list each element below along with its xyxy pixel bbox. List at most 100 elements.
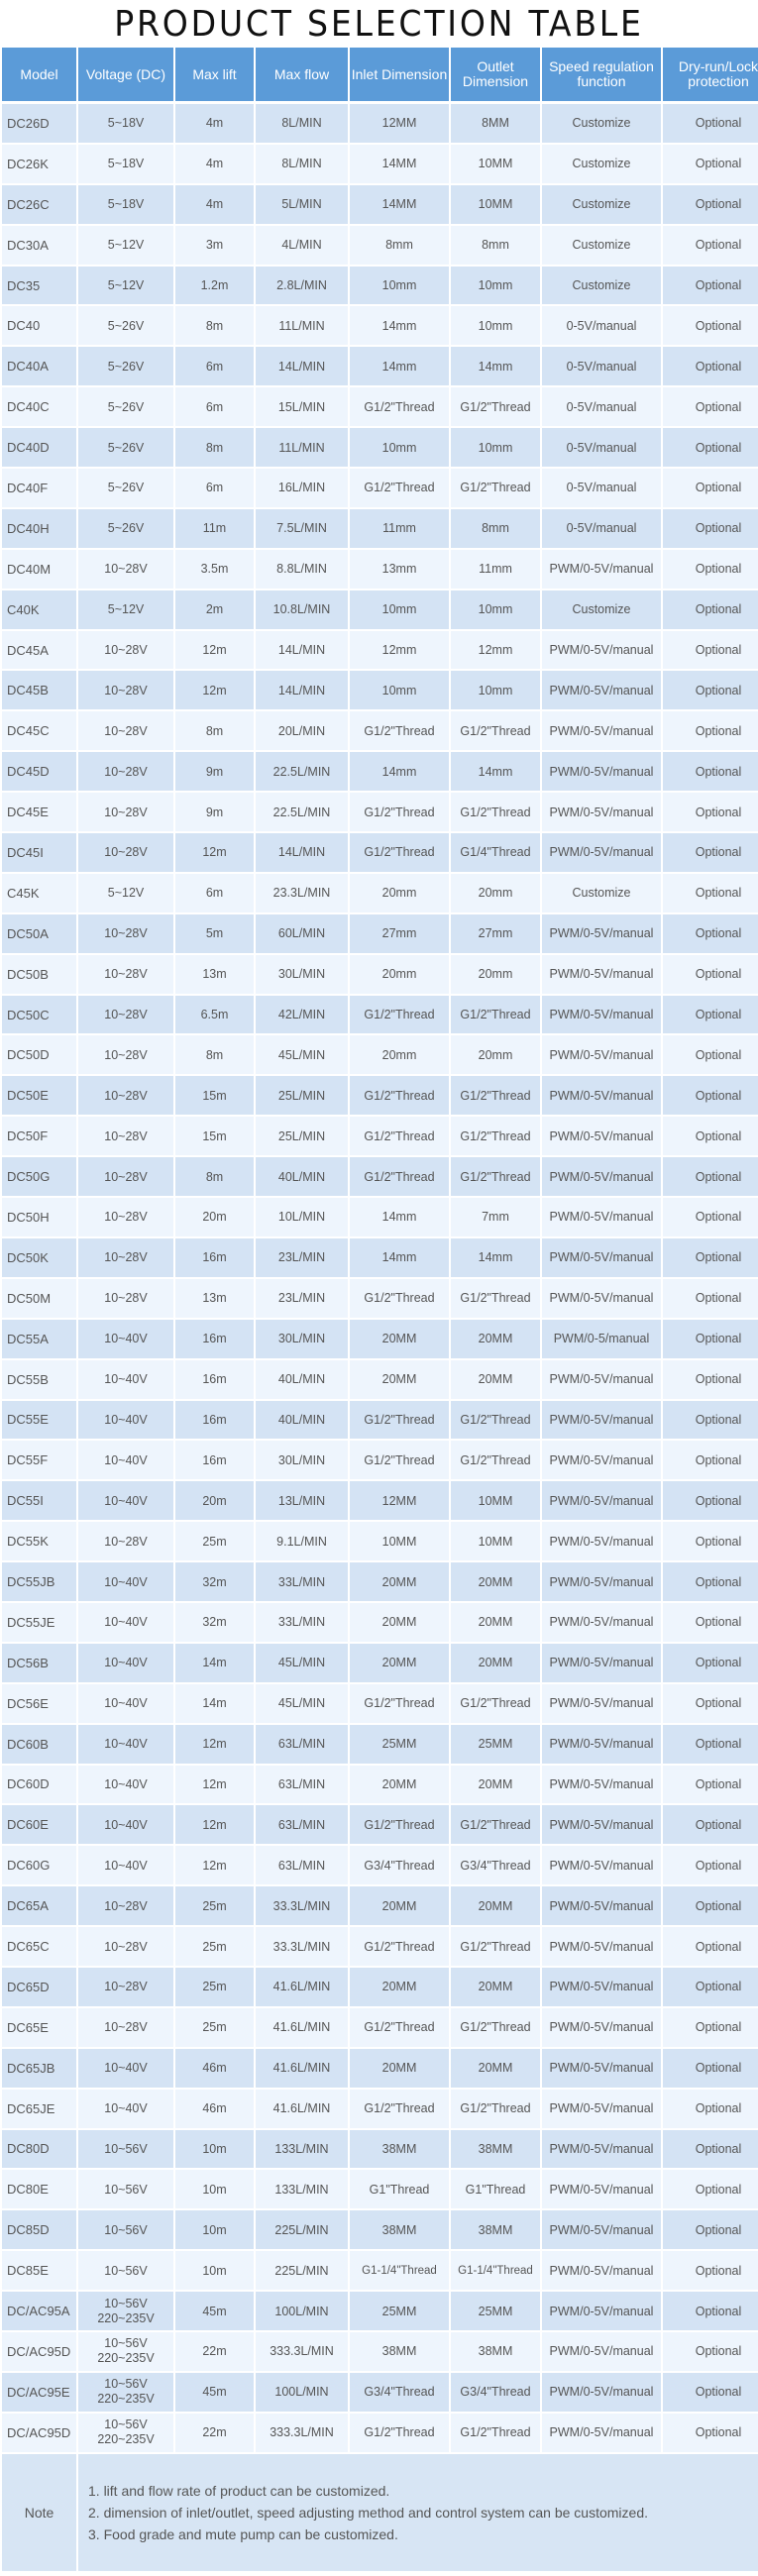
cell-inlet: 20MM (350, 1886, 449, 1928)
cell-protection: Optional (663, 1441, 758, 1482)
cell-protection: Optional (663, 387, 758, 429)
cell-protection: Optional (663, 630, 758, 672)
cell-voltage: 10~56V 220~235V (78, 2372, 173, 2414)
cell-speed-regulation: PWM/0-5V/manual (542, 1643, 661, 1684)
cell-model: DC45D (2, 752, 76, 794)
cell-max-lift: 45m (175, 2292, 254, 2332)
cell-protection: Optional (663, 306, 758, 348)
table-row: DC55F 10~40V 16m 30L/MIN G1/2"Thread G1/2"Thr… (2, 1441, 758, 1482)
cell-inlet: G1/2"Thread (350, 2007, 449, 2049)
cell-voltage: 5~26V (78, 306, 173, 348)
cell-voltage: 10~28V (78, 630, 173, 672)
cell-max-lift: 12m (175, 630, 254, 672)
cell-max-flow: 10.8L/MIN (256, 590, 348, 631)
table-row: DC/AC95E 10~56V 220~235V 45m 100L/MIN G3/4"T… (2, 2372, 758, 2414)
cell-inlet: G1/2"Thread (350, 1805, 449, 1847)
cell-outlet: 20MM (451, 2048, 540, 2090)
cell-model: DC50G (2, 1157, 76, 1199)
cell-speed-regulation: 0-5V/manual (542, 387, 661, 429)
cell-max-flow: 20L/MIN (256, 711, 348, 753)
cell-max-flow: 14L/MIN (256, 630, 348, 672)
cell-speed-regulation: PWM/0-5V/manual (542, 2129, 661, 2171)
cell-model: DC55JE (2, 1602, 76, 1644)
table-row: DC40D 5~26V 8m 11L/MIN 10mm 10mm 0-5V/manual Op… (2, 428, 758, 470)
cell-inlet: 20MM (350, 1562, 449, 1603)
cell-max-flow: 7.5L/MIN (256, 508, 348, 550)
cell-max-lift: 25m (175, 1927, 254, 1968)
table-row: DC40A 5~26V 6m 14L/MIN 14mm 14mm 0-5V/manual Op… (2, 347, 758, 388)
cell-protection: Optional (663, 1237, 758, 1279)
cell-model: DC50H (2, 1198, 76, 1238)
cell-voltage: 10~40V (78, 1846, 173, 1887)
cell-inlet: 20MM (350, 1602, 449, 1644)
cell-max-flow: 333.3L/MIN (256, 2331, 348, 2373)
cell-voltage: 10~28V (78, 1278, 173, 1320)
cell-max-lift: 45m (175, 2372, 254, 2414)
cell-voltage: 5~12V (78, 590, 173, 631)
cell-max-flow: 40L/MIN (256, 1359, 348, 1401)
note-line: 3. Food grade and mute pump can be custo… (88, 2525, 398, 2542)
cell-max-lift: 9m (175, 752, 254, 794)
cell-outlet: G1/2"Thread (451, 2413, 540, 2454)
cell-outlet: 10MM (451, 1481, 540, 1523)
table-row: DC65E 10~28V 25m 41.6L/MIN G1/2"Thread G1/2"T… (2, 2007, 758, 2049)
cell-speed-regulation: PWM/0-5V/manual (542, 913, 661, 955)
cell-max-flow: 33.3L/MIN (256, 1886, 348, 1928)
cell-voltage: 10~40V (78, 1481, 173, 1523)
table-row: DC50M 10~28V 13m 23L/MIN G1/2"Thread G1/2"Thr… (2, 1278, 758, 1320)
cell-voltage: 5~18V (78, 184, 173, 226)
cell-max-flow: 225L/MIN (256, 2210, 348, 2252)
cell-speed-regulation: PWM/0-5V/manual (542, 1441, 661, 1482)
cell-max-lift: 13m (175, 1278, 254, 1320)
cell-model: C45K (2, 873, 76, 914)
table-row: DC50B 10~28V 13m 30L/MIN 20mm 20mm PWM/0-5V/ma… (2, 954, 758, 996)
cell-speed-regulation: 0-5V/manual (542, 306, 661, 348)
cell-voltage: 5~12V (78, 266, 173, 307)
table-row: DC55JE 10~40V 32m 33L/MIN 20MM 20MM PWM/0-5V/m… (2, 1602, 758, 1644)
cell-speed-regulation: PWM/0-5V/manual (542, 1198, 661, 1238)
table-row: DC/AC95D 10~56V 220~235V 22m 333.3L/MIN G1/2… (2, 2413, 758, 2454)
cell-outlet: 8MM (451, 104, 540, 145)
cell-outlet: G1/2"Thread (451, 1683, 540, 1725)
cell-inlet: G1/2"Thread (350, 1117, 449, 1158)
cell-inlet: G1/2"Thread (350, 1076, 449, 1118)
cell-inlet: G1/2"Thread (350, 469, 449, 509)
cell-max-flow: 2.8L/MIN (256, 266, 348, 307)
cell-voltage: 10~56V 220~235V (78, 2413, 173, 2454)
cell-speed-regulation: Customize (542, 873, 661, 914)
product-selection-table: Model Voltage (DC) Max lift Max flow Inl… (0, 48, 758, 2573)
cell-voltage: 10~56V (78, 2129, 173, 2171)
cell-outlet: 38MM (451, 2331, 540, 2373)
cell-inlet: 14MM (350, 144, 449, 185)
cell-model: C40K (2, 590, 76, 631)
table-row: DC50E 10~28V 15m 25L/MIN G1/2"Thread G1/2"Thr… (2, 1076, 758, 1118)
cell-outlet: G1/2"Thread (451, 995, 540, 1036)
cell-speed-regulation: PWM/0-5V/manual (542, 1846, 661, 1887)
cell-protection: Optional (663, 508, 758, 550)
cell-speed-regulation: Customize (542, 184, 661, 226)
cell-speed-regulation: PWM/0-5V/manual (542, 2331, 661, 2373)
cell-speed-regulation: PWM/0-5V/manual (542, 1076, 661, 1118)
cell-model: DC80D (2, 2129, 76, 2171)
cell-outlet: G1/2"Thread (451, 2089, 540, 2130)
table-row: DC60B 10~40V 12m 63L/MIN 25MM 25MM PWM/0-5V/ma… (2, 1724, 758, 1766)
table-row: DC85E 10~56V 10m 225L/MIN G1-1/4"Thread G1-1/… (2, 2251, 758, 2293)
cell-model: DC/AC95D (2, 2413, 76, 2454)
cell-inlet: G1/2"Thread (350, 1278, 449, 1320)
cell-model: DC55E (2, 1400, 76, 1442)
cell-speed-regulation: 0-5V/manual (542, 428, 661, 470)
cell-inlet: 11mm (350, 508, 449, 550)
cell-model: DC80E (2, 2170, 76, 2211)
cell-inlet: 8mm (350, 225, 449, 267)
cell-voltage: 10~28V (78, 1117, 173, 1158)
cell-model: DC65A (2, 1886, 76, 1928)
cell-max-lift: 32m (175, 1562, 254, 1603)
cell-max-flow: 33.3L/MIN (256, 1927, 348, 1968)
cell-protection: Optional (663, 1319, 758, 1360)
table-row: DC50C 10~28V 6.5m 42L/MIN G1/2"Thread G1/2"Th… (2, 995, 758, 1036)
cell-protection: Optional (663, 2292, 758, 2332)
cell-voltage: 10~40V (78, 1724, 173, 1766)
cell-max-lift: 12m (175, 1846, 254, 1887)
table-row: DC60D 10~40V 12m 63L/MIN 20MM 20MM PWM/0-5V/ma… (2, 1765, 758, 1806)
cell-voltage: 10~28V (78, 1522, 173, 1563)
